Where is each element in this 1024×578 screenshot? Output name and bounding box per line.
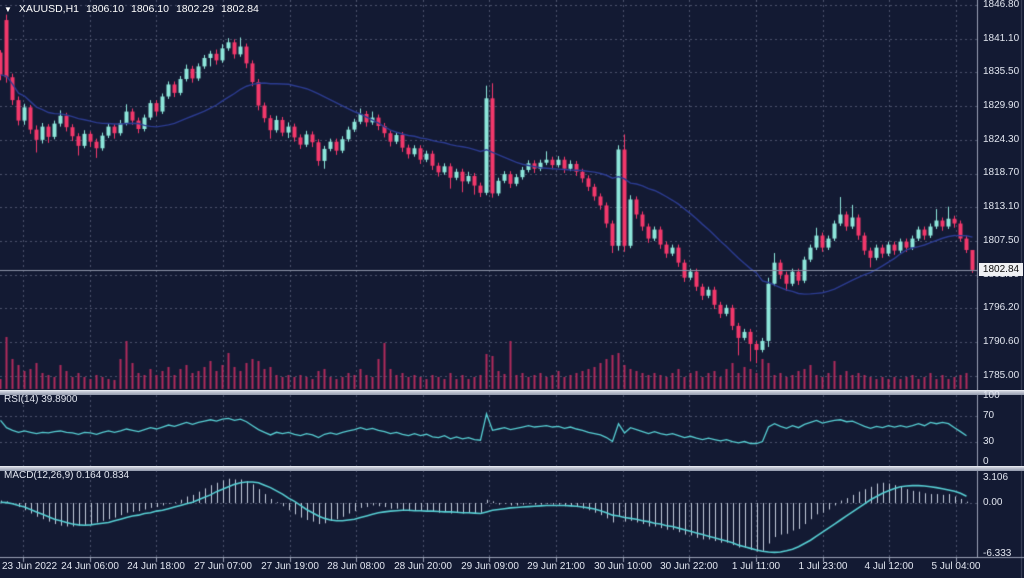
price-axis-label: 1785.00: [983, 370, 1020, 381]
quote-close: 1802.84: [220, 3, 259, 15]
time-axis-label: 27 Jun 07:00: [194, 561, 252, 572]
macd-indicator-label: MACD(12,26,9) 0.164 0.834: [4, 470, 130, 481]
quote-bar: ▼ XAUUSD,H1 1806.10 1806.10 1802.29 1802…: [4, 3, 259, 15]
current-price-tag: 1802.84: [979, 263, 1023, 276]
symbol-dropdown-icon[interactable]: ▼: [4, 4, 12, 14]
rsi-axis-label: 30: [983, 436, 995, 447]
price-axis-label: 1829.90: [983, 100, 1020, 111]
time-axis-label: 23 Jun 2022: [2, 561, 58, 572]
panel-separator-rsi[interactable]: [0, 390, 1024, 395]
price-axis-label: 1824.30: [983, 134, 1020, 145]
time-axis-label: 29 Jun 09:00: [461, 561, 519, 572]
time-axis-label: 24 Jun 06:00: [61, 561, 119, 572]
time-axis-label: 1 Jul 23:00: [798, 561, 848, 572]
price-axis-label: 1846.80: [983, 0, 1020, 10]
price-axis-label: 1790.60: [983, 336, 1020, 347]
symbol-timeframe-label: XAUUSD,H1: [18, 3, 80, 15]
time-axis-label: 5 Jul 04:00: [931, 561, 981, 572]
panel-separator-macd[interactable]: [0, 466, 1024, 471]
quote-high: 1806.10: [131, 3, 169, 15]
time-axis-label: 30 Jun 22:00: [660, 561, 718, 572]
price-axis-label: 1807.50: [983, 235, 1020, 246]
macd-axis-label: -6.333: [983, 548, 1012, 559]
quote-low: 1802.29: [175, 3, 214, 15]
price-axis-label: 1835.50: [983, 66, 1020, 77]
time-axis-label: 24 Jun 18:00: [127, 561, 185, 572]
macd-axis-label: 0.00: [983, 497, 1003, 508]
time-axis-label: 29 Jun 21:00: [527, 561, 585, 572]
time-axis-label: 4 Jul 12:00: [864, 561, 914, 572]
time-axis-label: 30 Jun 10:00: [594, 561, 652, 572]
rsi-axis-label: 0: [983, 456, 989, 467]
time-axis-label: 28 Jun 08:00: [327, 561, 385, 572]
rsi-axis-label: 100: [983, 390, 1000, 401]
price-axis-label: 1813.10: [983, 201, 1020, 212]
rsi-axis-label: 70: [983, 410, 995, 421]
rsi-indicator-label: RSI(14) 39.8900: [4, 394, 78, 405]
price-axis-label: 1841.10: [983, 33, 1020, 44]
macd-axis-label: 3.106: [983, 472, 1009, 483]
price-axis-label: 1796.20: [983, 302, 1020, 313]
quote-open: 1806.10: [86, 3, 124, 15]
price-axis-label: 1818.70: [983, 167, 1020, 178]
time-axis-label: 27 Jun 19:00: [261, 561, 319, 572]
time-axis-label: 1 Jul 11:00: [731, 561, 781, 572]
time-axis-label: 28 Jun 20:00: [394, 561, 452, 572]
